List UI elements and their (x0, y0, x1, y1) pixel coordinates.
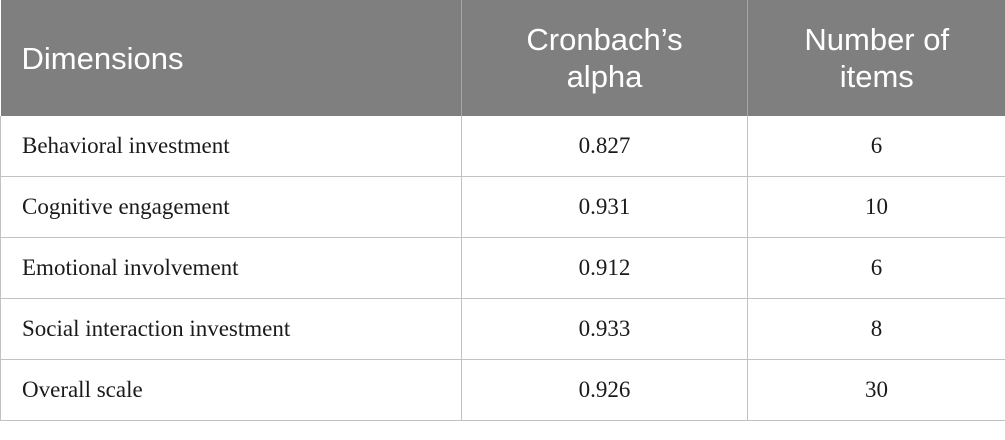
cell-items: 30 (747, 359, 1005, 421)
header-number-of-items-line1: Number of (804, 22, 950, 57)
table-row: Behavioral investment 0.827 6 (0, 116, 1005, 177)
cell-items: 6 (747, 237, 1005, 299)
header-row: Dimensions Cronbach’s alpha Number of it… (0, 0, 1005, 116)
header-cronbach-alpha-line1: Cronbach’s (526, 22, 683, 57)
cell-dimension: Cognitive engagement (0, 176, 462, 238)
table-row: Cognitive engagement 0.931 10 (0, 176, 1005, 238)
header-cronbach-alpha: Cronbach’s alpha (461, 0, 748, 116)
cell-items: 8 (747, 298, 1005, 360)
table-header: Dimensions Cronbach’s alpha Number of it… (0, 0, 1005, 116)
cell-dimension: Behavioral investment (0, 116, 462, 177)
cell-items: 6 (747, 116, 1005, 177)
cell-dimension: Overall scale (0, 359, 462, 421)
reliability-table: Dimensions Cronbach’s alpha Number of it… (0, 0, 1005, 421)
cell-alpha: 0.827 (461, 116, 748, 177)
cell-alpha: 0.933 (461, 298, 748, 360)
table-body: Behavioral investment 0.827 6 Cognitive … (0, 116, 1005, 421)
table-row: Overall scale 0.926 30 (0, 359, 1005, 421)
header-cronbach-alpha-line2: alpha (566, 59, 643, 94)
cell-items: 10 (747, 176, 1005, 238)
table-row: Emotional involvement 0.912 6 (0, 237, 1005, 299)
cell-dimension: Emotional involvement (0, 237, 462, 299)
cell-alpha: 0.926 (461, 359, 748, 421)
reliability-table-container: Dimensions Cronbach’s alpha Number of it… (0, 0, 1005, 421)
cell-alpha: 0.931 (461, 176, 748, 238)
header-dimensions-text: Dimensions (21, 40, 184, 76)
table-row: Social interaction investment 0.933 8 (0, 298, 1005, 360)
cell-dimension: Social interaction investment (0, 298, 462, 360)
header-dimensions: Dimensions (0, 0, 462, 116)
header-number-of-items-line2: items (839, 59, 914, 94)
cell-alpha: 0.912 (461, 237, 748, 299)
header-number-of-items: Number of items (747, 0, 1005, 116)
